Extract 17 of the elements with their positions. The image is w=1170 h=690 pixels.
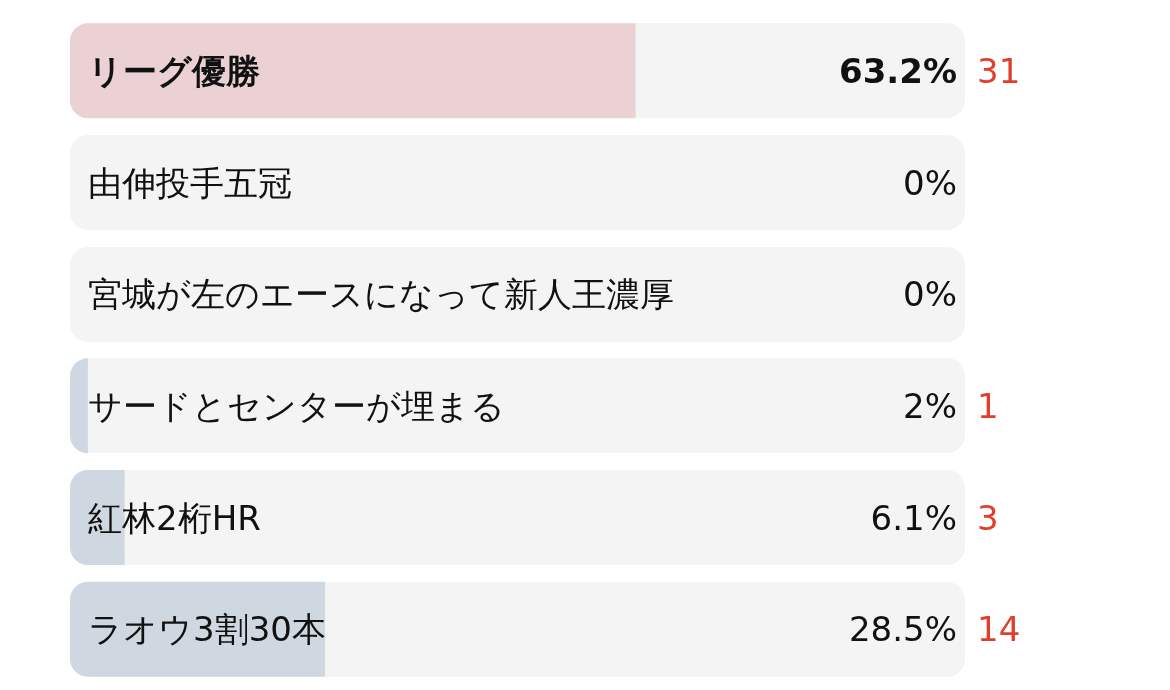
text: 14 bbox=[977, 609, 1021, 650]
data-label: 6.1% bbox=[870, 497, 957, 538]
data-label: 63.2% bbox=[839, 50, 957, 91]
y-tick-label: 紅林2桁HR bbox=[88, 497, 261, 538]
data-label: 2% bbox=[903, 385, 957, 426]
data-label: 0% bbox=[903, 162, 957, 203]
y-tick-label: リーグ優勝 bbox=[88, 50, 260, 91]
bar bbox=[70, 581, 326, 677]
y-tick-label: 宮城が左のエースになって新人王濃厚 bbox=[88, 274, 674, 315]
text: 3 bbox=[977, 497, 999, 538]
y-tick-label: サードとセンターが埋まる bbox=[88, 385, 505, 426]
data-label: 28.5% bbox=[848, 609, 957, 650]
text: 1 bbox=[977, 385, 999, 426]
data-label: 0% bbox=[903, 274, 957, 315]
y-tick-label: 由伸投手五冠 bbox=[88, 162, 292, 203]
y-tick-label: ラオウ3割30本 bbox=[88, 609, 326, 650]
text: 31 bbox=[977, 50, 1021, 91]
